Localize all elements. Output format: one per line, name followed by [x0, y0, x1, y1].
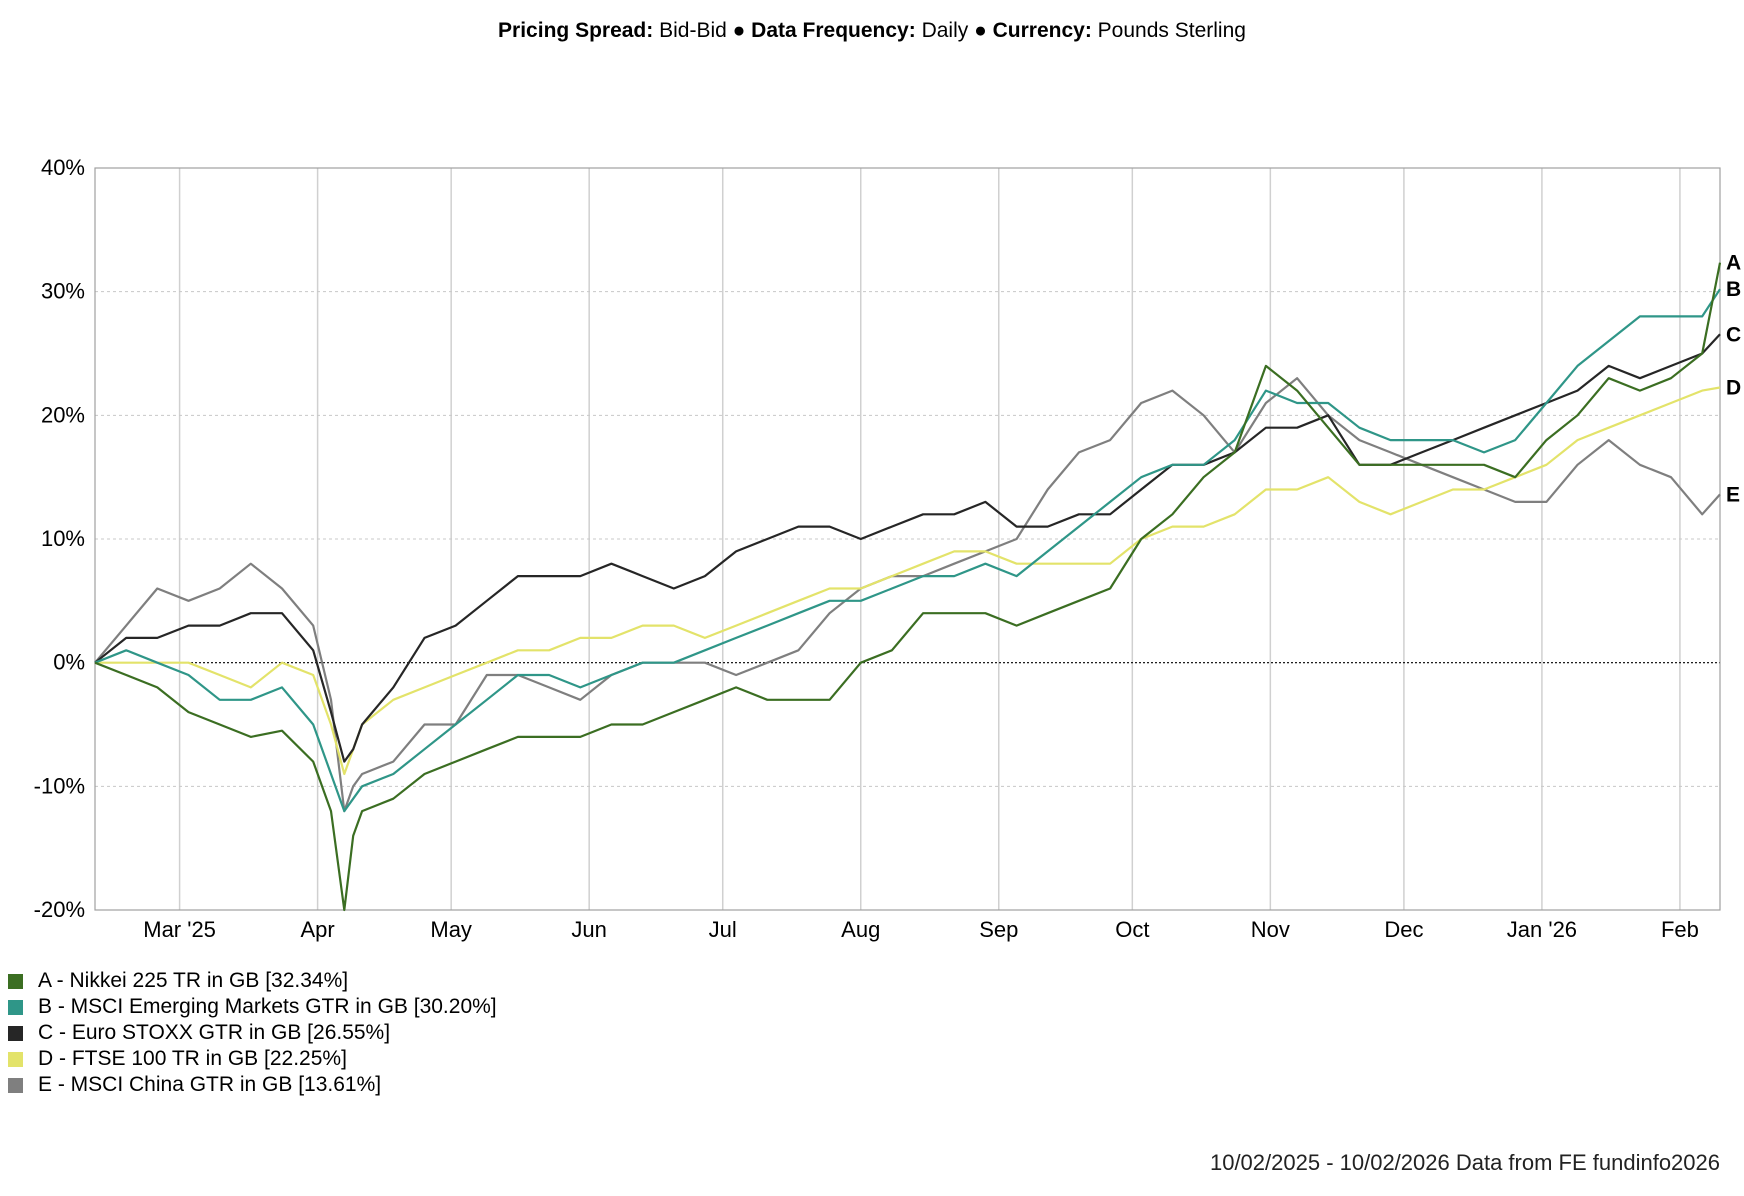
series-end-label-d: D — [1726, 377, 1741, 400]
header-spread-key: Pricing Spread: — [498, 19, 654, 42]
y-tick-label: 20% — [41, 402, 85, 427]
chart-header: Pricing Spread: Bid-Bid ● Data Frequency… — [0, 18, 1744, 44]
x-tick-label: May — [430, 917, 472, 942]
legend-item: A - Nikkei 225 TR in GB [32.34%] — [8, 968, 497, 994]
series-line-a — [94, 262, 1722, 912]
legend-label-c: C - Euro STOXX GTR in GB [26.55%] — [38, 1021, 391, 1044]
series-end-label-a: A — [1726, 252, 1741, 275]
header-frequency-value: Daily — [921, 19, 969, 42]
legend-label-b: B - MSCI Emerging Markets GTR in GB [30.… — [38, 995, 497, 1018]
plot-border — [94, 167, 1721, 911]
legend-swatch-b — [8, 999, 23, 1015]
y-tick-label: -10% — [34, 773, 85, 798]
y-tick-label: -20% — [34, 897, 85, 922]
chart-legend: A - Nikkei 225 TR in GB [32.34%] B - MSC… — [8, 968, 497, 1098]
header-separator: ● — [732, 19, 746, 42]
header-spread-value: Bid-Bid — [659, 19, 727, 42]
x-tick-label: Aug — [841, 917, 880, 942]
x-tick-label: Jan '26 — [1507, 917, 1577, 942]
legend-item: B - MSCI Emerging Markets GTR in GB [30.… — [8, 994, 497, 1020]
x-tick-label: Jul — [709, 917, 737, 942]
legend-swatch-c — [8, 1025, 23, 1041]
legend-item: E - MSCI China GTR in GB [13.61%] — [8, 1072, 497, 1098]
x-tick-label: Mar '25 — [143, 917, 216, 942]
x-tick-label: Feb — [1661, 917, 1699, 942]
x-tick-label: Nov — [1251, 917, 1290, 942]
legend-swatch-d — [8, 1051, 23, 1067]
series-end-label-e: E — [1726, 483, 1740, 506]
y-tick-label: 30% — [41, 279, 85, 304]
x-tick-label: Sep — [979, 917, 1018, 942]
data-source-footer: 10/02/2025 - 10/02/2026 Data from FE fun… — [1209, 1150, 1720, 1175]
y-tick-label: 0% — [53, 650, 85, 675]
legend-swatch-a — [8, 973, 23, 989]
legend-label-a: A - Nikkei 225 TR in GB [32.34%] — [38, 969, 349, 992]
header-frequency-key: Data Frequency: — [751, 19, 916, 42]
x-tick-label: Jun — [571, 917, 606, 942]
x-tick-label: Apr — [300, 917, 334, 942]
legend-label-d: D - FTSE 100 TR in GB [22.25%] — [38, 1047, 347, 1070]
x-tick-label: Dec — [1384, 917, 1423, 942]
series-line-c — [94, 333, 1721, 763]
y-tick-label: 10% — [41, 526, 85, 551]
x-tick-label: Oct — [1115, 917, 1149, 942]
header-separator: ● — [974, 19, 987, 42]
header-currency-value: Pounds Sterling — [1097, 19, 1246, 42]
series-end-label-b: B — [1726, 278, 1741, 301]
legend-label-e: E - MSCI China GTR in GB [13.61%] — [38, 1073, 382, 1096]
series-line-b — [94, 288, 1721, 813]
series-end-label-c: C — [1726, 323, 1741, 346]
y-tick-label: 40% — [41, 155, 85, 180]
legend-item: D - FTSE 100 TR in GB [22.25%] — [8, 1046, 497, 1072]
series-line-d — [95, 386, 1721, 776]
header-currency-key: Currency: — [992, 19, 1092, 42]
legend-swatch-e — [8, 1077, 23, 1093]
line-chart: Mar '25 Apr May Jun Jul Aug Sep Oct Nov Dec Jan '2… — [34, 155, 1742, 942]
legend-item: C - Euro STOXX GTR in GB [26.55%] — [8, 1020, 497, 1046]
